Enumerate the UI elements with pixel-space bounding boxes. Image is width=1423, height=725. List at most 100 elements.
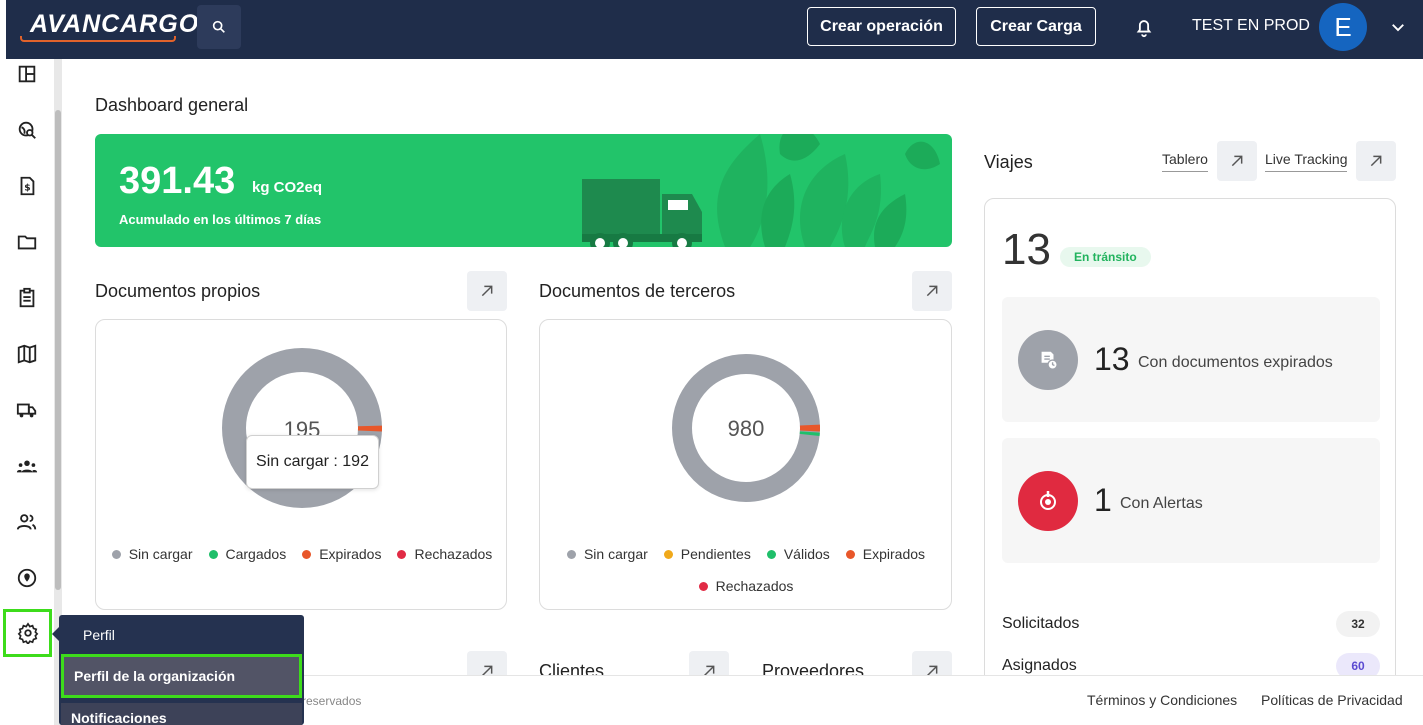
dashboard-link-button[interactable] (1217, 141, 1257, 181)
arrow-up-right-icon (481, 285, 493, 297)
sidebar-item-users[interactable] (8, 504, 46, 540)
sidebar-item-fleet[interactable] (8, 392, 46, 428)
legend-label: Pendientes (680, 546, 751, 562)
third-party-documents-legend: Sin cargar Pendientes Válidos Expirados … (550, 546, 942, 594)
create-load-button[interactable]: Crear Carga (976, 7, 1096, 46)
legend-label: Sin cargar (583, 546, 648, 562)
dashboard-link[interactable]: Tablero (1162, 151, 1208, 172)
third-party-documents-donut (672, 354, 820, 502)
own-documents-donut (222, 348, 382, 508)
avancargo-logo[interactable]: AVANCARGO (20, 10, 198, 42)
sidebar-item-orders[interactable] (8, 280, 46, 316)
bell-icon[interactable] (1133, 16, 1155, 38)
sidebar-item-settings[interactable] (3, 609, 52, 657)
sidebar-item-tracking[interactable] (8, 112, 46, 148)
logo-text: AVANCARGO (30, 10, 200, 38)
alerts-label: Con Alertas (1120, 495, 1203, 512)
clients-open-button[interactable] (689, 651, 729, 675)
own-documents-legend: Sin cargar Cargados Expirados Rechazados (96, 546, 508, 562)
donut-segment-expirados[interactable] (222, 348, 382, 508)
legend-dot (208, 549, 218, 559)
co2-value: 391.43 (119, 160, 236, 202)
menu-item-organization-profile[interactable]: Perfil de la organización (61, 654, 302, 698)
arrow-up-right-icon (481, 665, 493, 675)
legend-label: Válidos (783, 546, 830, 562)
document-clock-icon (1041, 351, 1058, 370)
folder-icon (17, 235, 37, 250)
donut-segment-expirados[interactable] (672, 354, 820, 502)
legend-item[interactable]: Pendientes (663, 546, 751, 562)
legend-item[interactable]: Válidos (766, 546, 830, 562)
status-badge: En tránsito (1060, 247, 1151, 267)
logo-underline (20, 36, 176, 42)
sidebar-item-groups[interactable] (8, 448, 46, 484)
menu-item-notifications[interactable]: Notificaciones (61, 703, 302, 725)
sidebar-item-map[interactable] (8, 336, 46, 372)
legend-item[interactable]: Expirados (302, 546, 381, 562)
dropdown-title: Perfil (83, 627, 115, 643)
legend-item[interactable]: Rechazados (397, 546, 492, 562)
map-icon (17, 344, 37, 364)
trips-total: 13 (1002, 225, 1051, 274)
trips-title: Viajes (984, 152, 1033, 172)
group-icon (16, 460, 38, 473)
legend-label: Cargados (225, 546, 287, 562)
terms-link[interactable]: Términos y Condiciones (1087, 692, 1238, 708)
chevron-down-icon[interactable] (1389, 18, 1407, 36)
live-tracking-link[interactable]: Live Tracking (1265, 151, 1348, 172)
live-tracking-link-button[interactable] (1356, 141, 1396, 181)
truck-icon (16, 403, 37, 418)
user-name[interactable]: TEST EN PROD (1192, 17, 1310, 34)
legend-dot (397, 549, 407, 559)
legend-item[interactable]: Sin cargar (111, 546, 193, 562)
legend-item[interactable]: Cargados (208, 546, 287, 562)
search-icon (212, 20, 225, 33)
section-open-button[interactable] (467, 651, 507, 675)
providers-open-button[interactable] (912, 651, 952, 675)
legend-label: Expirados (862, 546, 926, 562)
alerts-card[interactable]: 1 Con Alertas (1002, 438, 1380, 563)
top-bar: AVANCARGO Crear operación Crear Carga TE… (6, 0, 1423, 59)
sidebar-item-locations[interactable] (8, 560, 46, 596)
arrow-up-right-icon (926, 665, 938, 675)
legend-item[interactable]: Expirados (845, 546, 926, 562)
third-party-documents-total: 980 (727, 416, 765, 441)
sidebar-scrollbar-thumb[interactable] (55, 110, 61, 590)
legend-label: Rechazados (715, 578, 794, 594)
expired-docs-card[interactable]: 13 Con documentos expirados (1002, 297, 1380, 422)
own-documents-open-button[interactable] (467, 271, 507, 311)
legend-dot (566, 549, 576, 559)
footer-copyright: reservados (302, 694, 362, 708)
arrow-up-right-icon (1370, 155, 1382, 167)
create-operation-button[interactable]: Crear operación (807, 7, 956, 46)
trips-row-assigned[interactable]: Asignados 60 (1002, 653, 1380, 675)
alerts-count: 1 (1094, 482, 1112, 518)
third-party-documents-open-button[interactable] (912, 271, 952, 311)
arrow-up-right-icon (1231, 155, 1243, 167)
privacy-link[interactable]: Políticas de Privacidad (1261, 692, 1403, 708)
legend-dot (766, 549, 776, 559)
sidebar-item-documents[interactable] (8, 224, 46, 260)
row-label: Asignados (1002, 657, 1077, 674)
sidebar-item-billing[interactable]: $ (8, 168, 46, 204)
alert-pin-icon (1040, 491, 1056, 510)
sidebar-item-dashboard[interactable] (8, 56, 46, 92)
expired-docs-count: 13 (1094, 341, 1130, 377)
legend-label: Expirados (319, 546, 382, 562)
expired-docs-icon-circle (1018, 330, 1078, 390)
dropdown-pointer (52, 626, 60, 642)
row-count-badge: 32 (1336, 611, 1380, 637)
legend-item[interactable]: Rechazados (698, 578, 794, 594)
co2-unit: kg CO2eq (252, 179, 323, 196)
clipboard-icon (19, 287, 35, 308)
arrow-up-right-icon (703, 665, 715, 675)
avatar[interactable]: E (1319, 3, 1367, 51)
svg-text:$: $ (24, 183, 30, 194)
legend-dot (698, 581, 708, 591)
trips-row-requested[interactable]: Solicitados 32 (1002, 611, 1380, 639)
search-button[interactable] (197, 5, 241, 49)
co2-subtitle: Acumulado en los últimos 7 días (119, 212, 322, 227)
alerts-icon-circle (1018, 471, 1078, 531)
legend-item[interactable]: Sin cargar (566, 546, 648, 562)
own-documents-title: Documentos propios (95, 281, 261, 301)
